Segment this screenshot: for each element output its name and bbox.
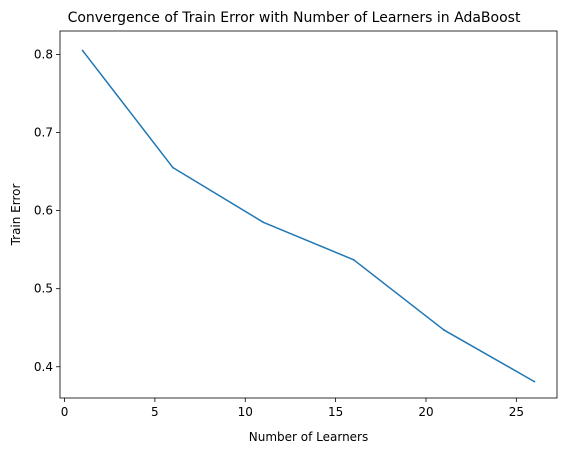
data-point <box>81 49 84 52</box>
plot-area <box>59 30 558 399</box>
y-tick-label: 0.7 <box>34 126 53 140</box>
x-axis: 0 5 10 15 20 25 <box>61 398 524 419</box>
y-tick-label: 0.5 <box>34 282 53 296</box>
y-tick-label: 0.4 <box>34 360 53 374</box>
x-tick-label: 10 <box>238 405 253 419</box>
y-axis: 0.4 0.5 0.6 0.7 0.8 <box>34 47 60 374</box>
x-axis-label: Number of Learners <box>249 430 369 444</box>
x-tick-label: 15 <box>328 405 343 419</box>
data-point <box>352 258 355 261</box>
data-point <box>262 221 265 224</box>
x-tick-label: 25 <box>509 405 524 419</box>
y-tick-label: 0.6 <box>34 204 53 218</box>
x-tick-label: 5 <box>151 405 159 419</box>
chart-title: Convergence of Train Error with Number o… <box>68 10 521 26</box>
data-point <box>172 166 174 169</box>
data-point <box>533 380 536 383</box>
x-tick-label: 0 <box>61 405 69 419</box>
data-point <box>443 329 445 331</box>
y-tick-label: 0.8 <box>34 47 53 61</box>
series-group <box>81 49 536 383</box>
series-line-0 <box>81 50 535 383</box>
y-axis-label: Train Error <box>9 184 23 247</box>
x-tick-label: 20 <box>418 405 433 419</box>
